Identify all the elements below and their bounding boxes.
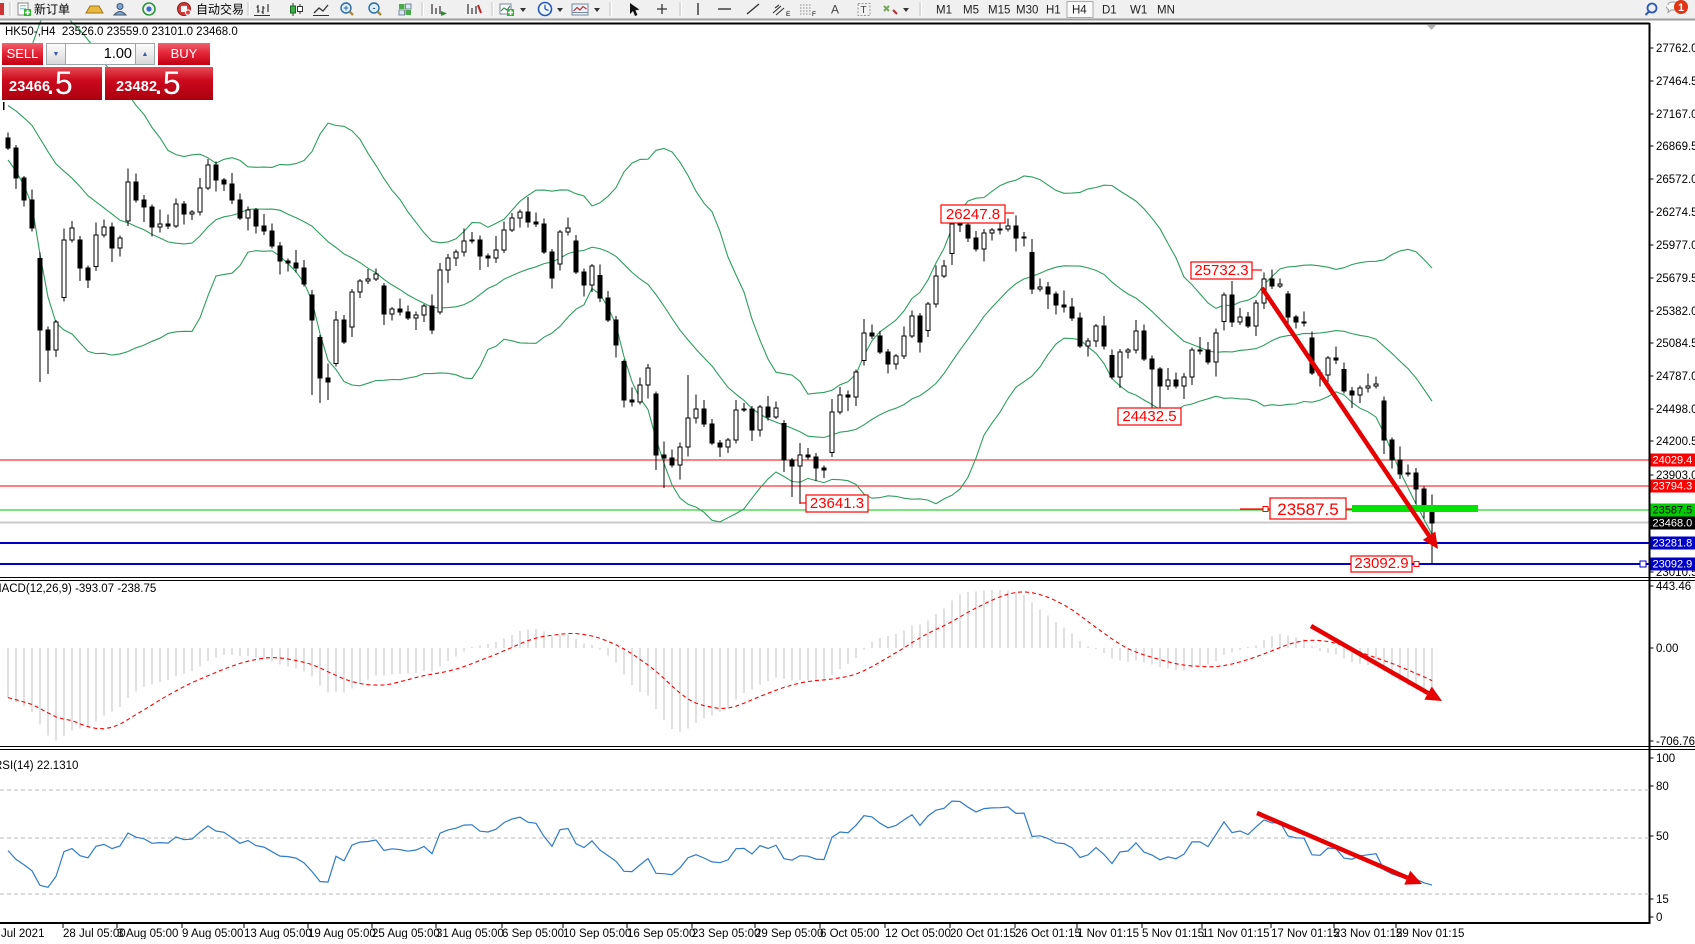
svg-text:RSI(14) 22.1310: RSI(14) 22.1310 xyxy=(0,760,78,772)
svg-text:1 Nov 01:15: 1 Nov 01:15 xyxy=(1077,928,1139,939)
svg-text:23794.3: 23794.3 xyxy=(1653,481,1693,493)
svg-text:12 Oct 05:00: 12 Oct 05:00 xyxy=(885,928,951,939)
svg-text:-: - xyxy=(373,3,376,13)
svg-text:26572.0: 26572.0 xyxy=(1656,174,1695,186)
svg-text:新订单: 新订单 xyxy=(34,2,70,17)
svg-text:A: A xyxy=(831,3,839,17)
svg-text:19 Aug 05:00: 19 Aug 05:00 xyxy=(308,928,376,939)
svg-text:100: 100 xyxy=(1656,753,1675,765)
svg-text:23468.0: 23468.0 xyxy=(1653,518,1693,530)
svg-text:6 Oct 05:00: 6 Oct 05:00 xyxy=(820,928,879,939)
svg-text:24029.4: 24029.4 xyxy=(1653,455,1693,467)
svg-text:24498.0: 24498.0 xyxy=(1656,404,1695,416)
svg-text:3 Aug 05:00: 3 Aug 05:00 xyxy=(117,928,178,939)
svg-text:23 Sep 05:00: 23 Sep 05:00 xyxy=(692,928,760,939)
svg-text:27464.5: 27464.5 xyxy=(1656,76,1695,88)
svg-text:23092.9: 23092.9 xyxy=(1653,559,1693,571)
svg-text:25977.0: 25977.0 xyxy=(1656,240,1695,252)
svg-text:9 Aug 05:00: 9 Aug 05:00 xyxy=(182,928,243,939)
svg-text:+: + xyxy=(343,3,348,13)
svg-text:26274.5: 26274.5 xyxy=(1656,207,1695,219)
svg-text:Jul 2021: Jul 2021 xyxy=(1,928,44,939)
svg-text:T: T xyxy=(861,5,867,16)
svg-text:23641.3: 23641.3 xyxy=(810,495,864,512)
svg-text:25084.5: 25084.5 xyxy=(1656,338,1695,350)
svg-text:27762.0: 27762.0 xyxy=(1656,43,1695,55)
svg-text:25382.0: 25382.0 xyxy=(1656,306,1695,318)
svg-text:HK50-,H4 23526.0 23559.0 2310: HK50-,H4 23526.0 23559.0 23101.0 23468.0 xyxy=(5,26,238,38)
svg-text:29 Sep 05:00: 29 Sep 05:00 xyxy=(755,928,823,939)
svg-text:H4: H4 xyxy=(1072,5,1087,17)
svg-text:50: 50 xyxy=(1656,831,1669,843)
svg-text:25679.5: 25679.5 xyxy=(1656,273,1695,285)
svg-text:23587.5: 23587.5 xyxy=(1277,500,1338,519)
svg-text:24200.5: 24200.5 xyxy=(1656,436,1695,448)
svg-text:27167.0: 27167.0 xyxy=(1656,109,1695,121)
svg-text:26 Oct 01:15: 26 Oct 01:15 xyxy=(1015,928,1081,939)
svg-text:23 Nov 01:15: 23 Nov 01:15 xyxy=(1334,928,1402,939)
svg-text:M15: M15 xyxy=(988,5,1010,17)
svg-text:24432.5: 24432.5 xyxy=(1122,408,1176,425)
svg-text:443.46: 443.46 xyxy=(1656,581,1691,593)
svg-text:25 Aug 05:00: 25 Aug 05:00 xyxy=(372,928,440,939)
svg-text:1: 1 xyxy=(1678,2,1684,14)
svg-text:80: 80 xyxy=(1656,781,1669,793)
svg-text:23281.8: 23281.8 xyxy=(1653,538,1693,550)
svg-text:M30: M30 xyxy=(1016,5,1038,17)
svg-text:15: 15 xyxy=(1656,894,1669,906)
svg-text:13 Aug 05:00: 13 Aug 05:00 xyxy=(244,928,312,939)
svg-text:31 Aug 05:00: 31 Aug 05:00 xyxy=(436,928,504,939)
svg-text:F: F xyxy=(812,11,816,18)
svg-text:5 Nov 01:15: 5 Nov 01:15 xyxy=(1142,928,1204,939)
svg-text:-706.76: -706.76 xyxy=(1656,736,1695,748)
svg-text:0: 0 xyxy=(1656,912,1662,924)
svg-text:D1: D1 xyxy=(1102,5,1117,17)
svg-text:24787.0: 24787.0 xyxy=(1656,371,1695,383)
svg-text:自动交易: 自动交易 xyxy=(196,2,244,17)
svg-text:29 Nov 01:15: 29 Nov 01:15 xyxy=(1396,928,1464,939)
svg-text:H1: H1 xyxy=(1046,5,1061,17)
svg-text:16 Sep 05:00: 16 Sep 05:00 xyxy=(627,928,695,939)
svg-text:0.00: 0.00 xyxy=(1656,643,1678,655)
svg-text:6 Sep 05:00: 6 Sep 05:00 xyxy=(502,928,564,939)
svg-text:MN: MN xyxy=(1157,5,1175,17)
svg-text:23092.9: 23092.9 xyxy=(1354,555,1408,572)
svg-text:25732.3: 25732.3 xyxy=(1194,262,1248,279)
svg-text:11 Nov 01:15: 11 Nov 01:15 xyxy=(1202,928,1270,939)
svg-text:MACD(12,26,9) -393.07 -238.75: MACD(12,26,9) -393.07 -238.75 xyxy=(0,583,156,595)
svg-text:W1: W1 xyxy=(1130,5,1147,17)
svg-text:M1: M1 xyxy=(936,5,952,17)
svg-text:17 Nov 01:15: 17 Nov 01:15 xyxy=(1271,928,1339,939)
svg-text:20 Oct 01:15: 20 Oct 01:15 xyxy=(950,928,1016,939)
svg-text:23587.5: 23587.5 xyxy=(1653,505,1693,517)
svg-text:10 Sep 05:00: 10 Sep 05:00 xyxy=(563,928,631,939)
svg-text:M5: M5 xyxy=(963,5,979,17)
svg-text:26247.8: 26247.8 xyxy=(946,206,1000,223)
svg-text:26869.5: 26869.5 xyxy=(1656,141,1695,153)
svg-text:E: E xyxy=(786,11,791,18)
